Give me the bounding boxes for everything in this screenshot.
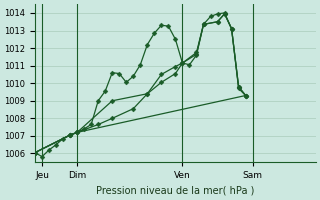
X-axis label: Pression niveau de la mer( hPa ): Pression niveau de la mer( hPa ) [96,186,255,196]
